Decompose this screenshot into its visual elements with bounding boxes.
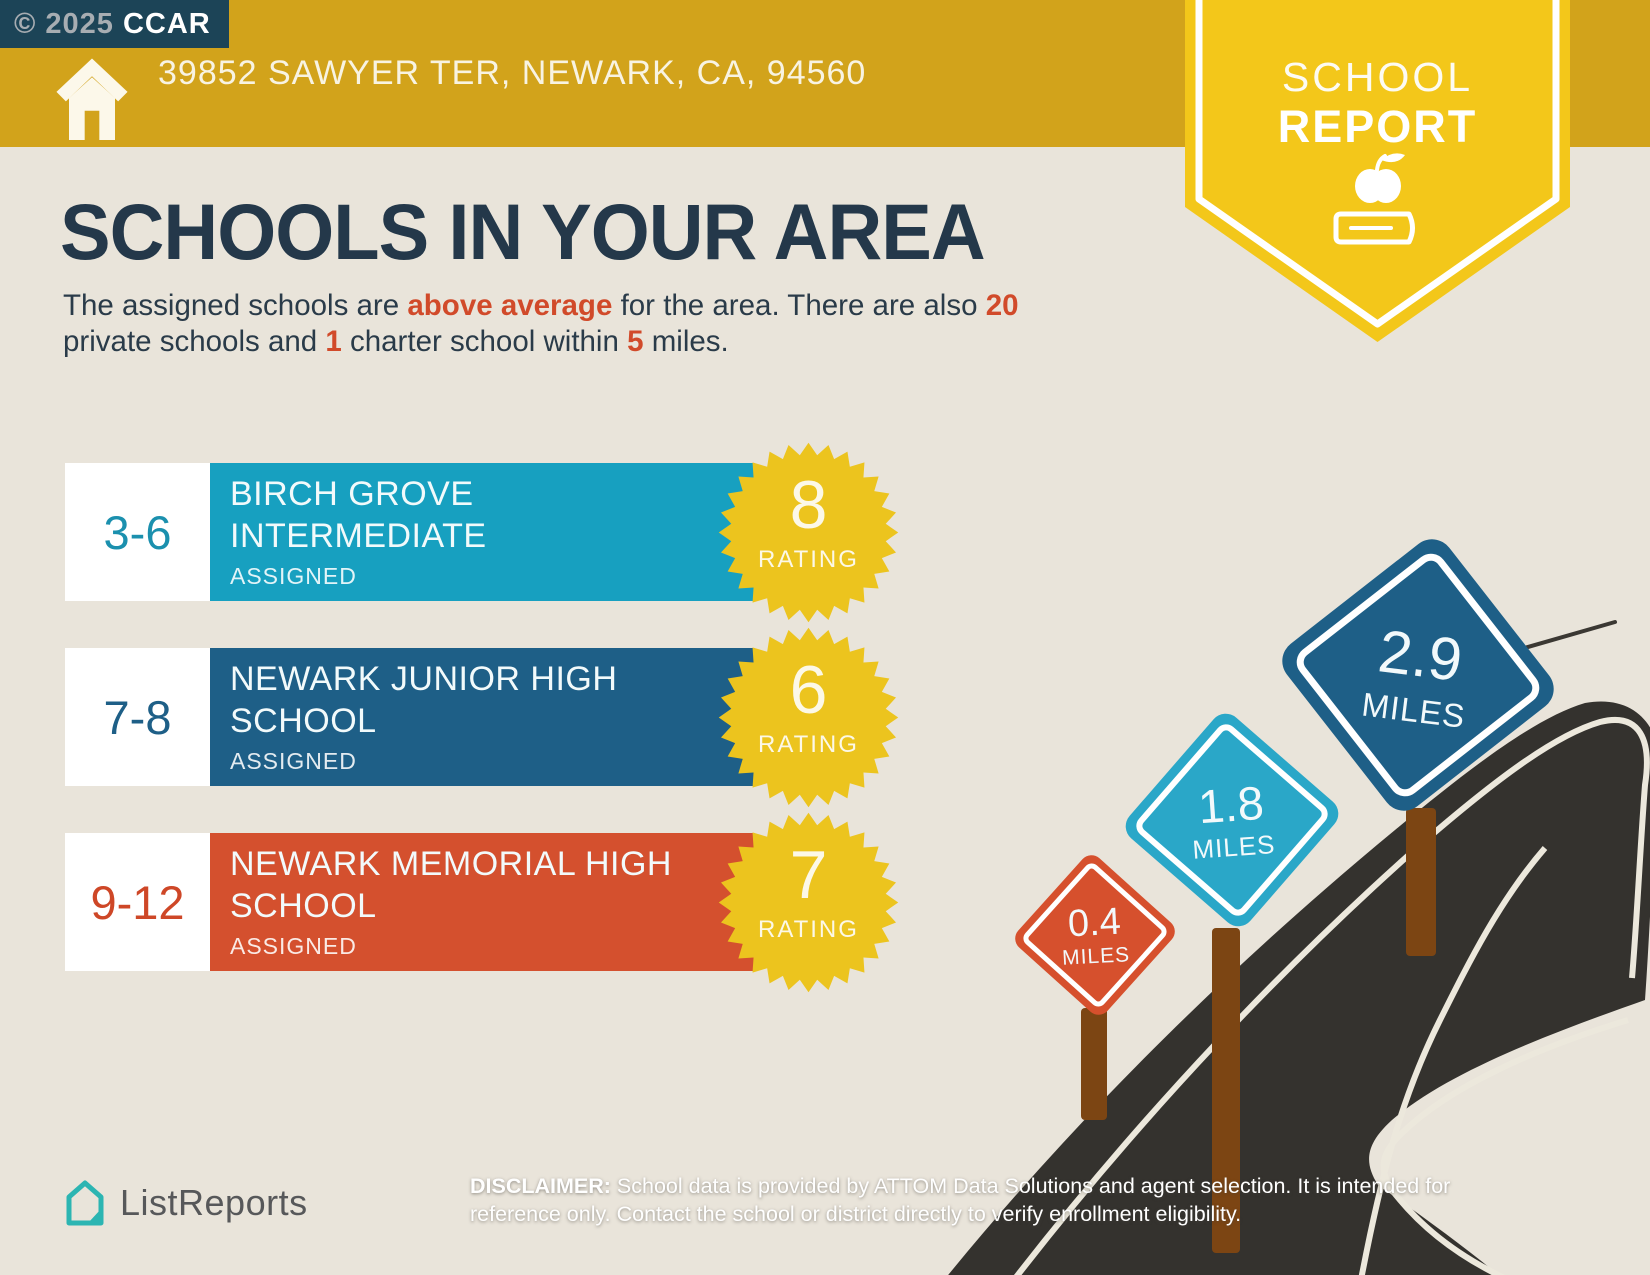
rating-value: 8: [789, 467, 828, 543]
intro-text: The assigned schools are above average f…: [63, 288, 1093, 360]
grade-range: 7-8: [65, 648, 210, 786]
rating-label: RATING: [758, 546, 859, 573]
listreports-wordmark: ListReports: [120, 1182, 308, 1223]
starburst-icon: [718, 442, 899, 623]
copyright-org: CCAR: [122, 7, 211, 40]
rating-value: 6: [789, 652, 828, 728]
road-shape: [948, 701, 1650, 1275]
school-name: NEWARK JUNIOR HIGH SCHOOL: [230, 660, 618, 740]
intro-segment: charter school within: [341, 324, 628, 358]
rating-label: RATING: [758, 916, 859, 943]
rating-badge-8: 8 RATING: [716, 440, 901, 625]
copyright-year: © 2025: [14, 7, 114, 40]
grade-range: 9-12: [65, 833, 210, 971]
ribbon-title-line2: REPORT: [1277, 101, 1478, 152]
rating-badge-6: 6 RATING: [716, 625, 901, 810]
school-name-bar: BIRCH GROVE INTERMEDIATE ASSIGNED: [210, 463, 755, 601]
home-icon: [54, 48, 130, 145]
intro-highlight-miles: 5: [627, 324, 644, 358]
intro-segment: The assigned schools are: [63, 289, 408, 322]
sign-post-teal: [1212, 928, 1240, 1253]
rating-label: RATING: [758, 731, 859, 758]
school-name: NEWARK MEMORIAL HIGH SCHOOL: [230, 845, 672, 925]
rating-value: 7: [789, 837, 828, 913]
disclaimer-label: DISCLAIMER:: [470, 1174, 611, 1198]
school-name-bar: NEWARK MEMORIAL HIGH SCHOOL ASSIGNED: [210, 833, 755, 971]
school-row-elementary: 3-6 BIRCH GROVE INTERMEDIATE ASSIGNED: [65, 463, 755, 601]
starburst-icon: [718, 812, 899, 993]
disclaimer-body: School data is provided by ATTOM Data So…: [470, 1174, 1451, 1226]
starburst-icon: [718, 627, 899, 808]
school-name: BIRCH GROVE INTERMEDIATE: [230, 475, 487, 555]
sign-distance: 2.9: [1374, 616, 1466, 694]
property-address: 39852 SAWYER TER, NEWARK, CA, 94560: [158, 54, 867, 92]
grade-range: 3-6: [65, 463, 210, 601]
sign-unit: MILES: [1061, 942, 1131, 970]
intro-highlight-private-count: 20: [985, 289, 1019, 322]
sign-distance: 0.4: [1066, 900, 1122, 945]
school-status: ASSIGNED: [230, 562, 357, 589]
listreports-house-icon: [66, 1180, 104, 1226]
intro-segment: for the area. There are also: [612, 289, 986, 322]
page-title: SCHOOLS IN YOUR AREA: [60, 187, 986, 276]
school-row-junior-high: 7-8 NEWARK JUNIOR HIGH SCHOOL ASSIGNED: [65, 648, 755, 786]
rating-badge-7: 7 RATING: [716, 810, 901, 995]
copyright-badge: © 2025 CCAR: [0, 0, 229, 48]
school-status: ASSIGNED: [230, 747, 357, 774]
sign-post-blue: [1406, 808, 1436, 956]
distance-sign-0-4-miles: 0.4 MILES: [1006, 846, 1185, 1025]
intro-segment: private schools and: [63, 324, 326, 358]
intro-segment: miles.: [643, 324, 729, 358]
school-row-high-school: 9-12 NEWARK MEMORIAL HIGH SCHOOL ASSIGNE…: [65, 833, 755, 971]
ribbon-title-line1: SCHOOL: [1281, 54, 1474, 100]
sign-distance: 1.8: [1196, 775, 1266, 834]
sign-post-red: [1081, 1008, 1107, 1120]
sign-unit: MILES: [1191, 829, 1277, 865]
school-report-ribbon: SCHOOL REPORT: [1185, 0, 1570, 350]
intro-highlight-charter-count: 1: [325, 324, 342, 358]
intro-highlight-average: above average: [407, 289, 613, 322]
disclaimer-text: DISCLAIMER: School data is provided by A…: [470, 1173, 1490, 1229]
school-name-bar: NEWARK JUNIOR HIGH SCHOOL ASSIGNED: [210, 648, 755, 786]
school-status: ASSIGNED: [230, 932, 357, 959]
listreports-logo: ListReports: [62, 1178, 308, 1228]
